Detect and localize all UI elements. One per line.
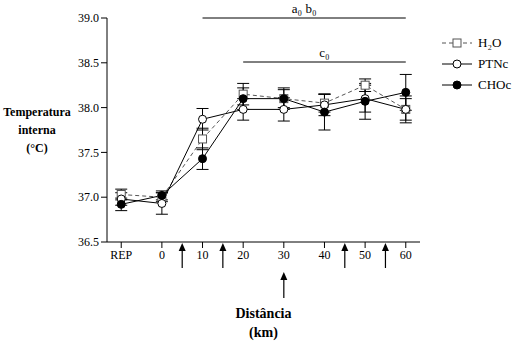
svg-text:40: 40	[318, 248, 330, 262]
svg-text:0: 0	[159, 248, 165, 262]
svg-text:37.5: 37.5	[78, 146, 99, 160]
svg-text:30: 30	[278, 248, 290, 262]
svg-text:10: 10	[197, 248, 209, 262]
svg-text:38.0: 38.0	[78, 101, 99, 115]
svg-text:36.5: 36.5	[78, 235, 99, 249]
svg-text:38.5: 38.5	[78, 56, 99, 70]
svg-text:REP: REP	[110, 248, 132, 262]
svg-text:(km): (km)	[249, 325, 278, 341]
svg-text:H₂O: H₂O	[478, 35, 501, 50]
svg-text:Temperatura: Temperatura	[8, 105, 71, 119]
svg-text:interna: interna	[18, 123, 55, 137]
svg-text:c₀: c₀	[319, 45, 329, 60]
svg-text:50: 50	[359, 248, 371, 262]
svg-text:Distância: Distância	[236, 306, 292, 321]
svg-text:39.0: 39.0	[78, 11, 99, 25]
svg-text:(°C): (°C)	[26, 141, 47, 155]
svg-text:PTNc: PTNc	[478, 56, 509, 71]
svg-text:60: 60	[400, 248, 412, 262]
svg-text:37.0: 37.0	[78, 190, 99, 204]
svg-text:a₀ b₀: a₀ b₀	[292, 1, 317, 16]
svg-text:CHOc: CHOc	[478, 77, 511, 92]
svg-text:20: 20	[237, 248, 249, 262]
